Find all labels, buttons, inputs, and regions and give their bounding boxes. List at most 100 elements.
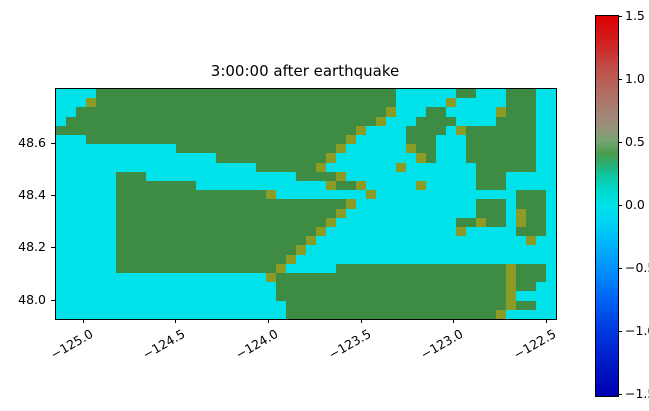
heatmap-cell (536, 309, 546, 319)
heatmap-cell (86, 272, 96, 283)
heatmap-cell (76, 226, 86, 237)
heatmap-cell (126, 171, 136, 181)
heatmap-cell (296, 272, 306, 283)
heatmap-cell (366, 217, 376, 227)
heatmap-cell (176, 116, 186, 126)
heatmap-cell (306, 254, 316, 264)
heatmap-cell (536, 263, 546, 273)
heatmap-cell (146, 125, 156, 135)
heatmap-cell (506, 208, 516, 218)
heatmap-cell (216, 171, 226, 181)
heatmap-cell (286, 125, 296, 135)
heatmap-cell (256, 272, 266, 283)
heatmap-cell (106, 199, 116, 209)
heatmap-cell (56, 309, 66, 319)
heatmap-cell (516, 245, 526, 255)
heatmap-cell (226, 98, 236, 108)
heatmap-cell (76, 217, 86, 227)
heatmap-cell (256, 107, 266, 117)
heatmap-cell (246, 180, 256, 191)
heatmap-cell (536, 107, 546, 117)
heatmap-cell (146, 190, 156, 200)
heatmap-cell (386, 217, 396, 227)
heatmap-cell (216, 236, 226, 246)
heatmap-cell (116, 116, 126, 126)
heatmap-cell (306, 190, 316, 200)
heatmap-cell (226, 309, 236, 319)
heatmap-cell (86, 245, 96, 255)
heatmap-cell (386, 236, 396, 246)
heatmap-cell (416, 153, 426, 163)
heatmap-cell (356, 162, 366, 172)
heatmap-cell (86, 236, 96, 246)
heatmap-cell (116, 245, 126, 255)
heatmap-cell (376, 190, 386, 200)
heatmap-cell (296, 245, 306, 255)
heatmap-cell (76, 282, 86, 292)
heatmap-cell (386, 134, 396, 145)
heatmap-cell (326, 107, 336, 117)
colorbar-tick-mark (618, 394, 622, 395)
heatmap-cell (406, 107, 416, 117)
heatmap-cell (226, 153, 236, 163)
heatmap-cell (306, 171, 316, 181)
heatmap-cell (456, 208, 466, 218)
heatmap-cell (536, 190, 546, 200)
heatmap-cell (106, 190, 116, 200)
colorbar-axis: 1.5 1.0 0.5 0.0 −0.5 −1.0 −1.5 (618, 8, 649, 401)
heatmap-cell (286, 153, 296, 163)
heatmap-cell (286, 254, 296, 264)
heatmap-cell (136, 107, 146, 117)
heatmap-cell (76, 180, 86, 191)
heatmap-cell (356, 208, 366, 218)
heatmap-cell (56, 282, 66, 292)
heatmap-cell (146, 282, 156, 292)
heatmap-cell (496, 125, 506, 135)
heatmap-cell (66, 272, 76, 283)
heatmap-cell (456, 107, 466, 117)
heatmap-cell (256, 171, 266, 181)
heatmap-cell (416, 89, 426, 99)
heatmap-cell (286, 291, 296, 301)
heatmap-cell (486, 190, 496, 200)
heatmap-cell (286, 116, 296, 126)
heatmap-cell (486, 144, 496, 154)
heatmap-cell (386, 272, 396, 283)
heatmap-cell (446, 291, 456, 301)
heatmap-cell (186, 199, 196, 209)
heatmap-cell (166, 300, 176, 310)
heatmap-cell (316, 171, 326, 181)
heatmap-cell (296, 282, 306, 292)
heatmap-cell (396, 300, 406, 310)
heatmap-cell (96, 180, 106, 191)
heatmap-cell (496, 208, 506, 218)
heatmap-cell (96, 300, 106, 310)
heatmap-cell (536, 116, 546, 126)
heatmap-cell (176, 291, 186, 301)
heatmap-cell (346, 208, 356, 218)
heatmap-cell (476, 89, 486, 99)
heatmap-cell (406, 144, 416, 154)
heatmap-cell (116, 162, 126, 172)
heatmap-cell (466, 208, 476, 218)
heatmap-cell (396, 171, 406, 181)
heatmap-cell (206, 180, 216, 191)
heatmap-cell (496, 272, 506, 283)
heatmap-cell (506, 162, 516, 172)
heatmap-cell (106, 282, 116, 292)
heatmap-cell (486, 217, 496, 227)
heatmap-cell (326, 144, 336, 154)
heatmap-cell (506, 254, 516, 264)
heatmap-cell (156, 245, 166, 255)
x-tick-mark (545, 319, 547, 323)
heatmap-cell (286, 263, 296, 273)
heatmap-cell (536, 300, 546, 310)
heatmap-cell (356, 226, 366, 237)
heatmap-cell (326, 116, 336, 126)
heatmap-cell (196, 300, 206, 310)
heatmap-cell (446, 180, 456, 191)
heatmap-cell (306, 236, 316, 246)
heatmap-cell (466, 245, 476, 255)
heatmap-cell (486, 107, 496, 117)
heatmap-cell (336, 162, 346, 172)
